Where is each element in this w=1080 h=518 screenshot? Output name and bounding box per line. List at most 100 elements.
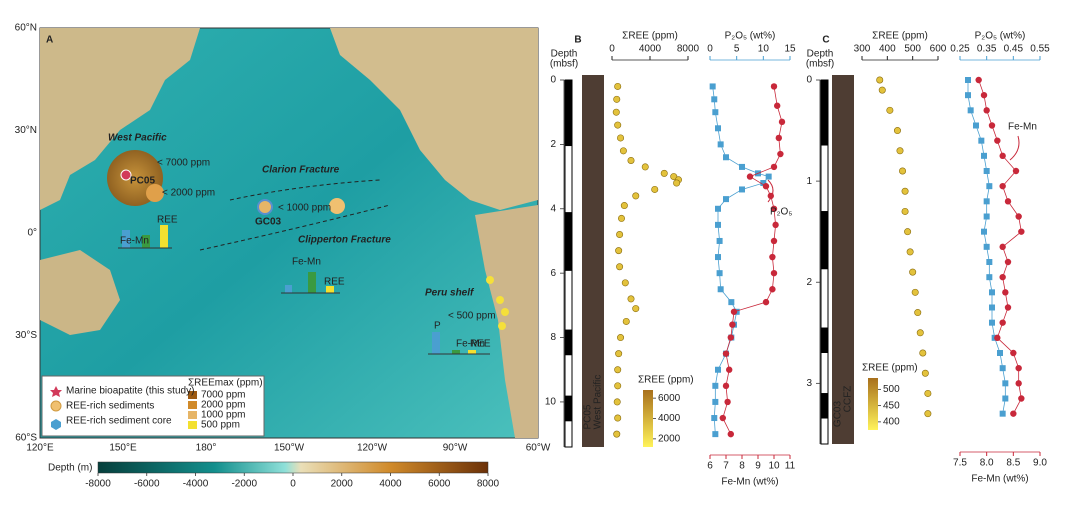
colorbar xyxy=(868,378,878,430)
point xyxy=(770,163,778,171)
point xyxy=(1015,380,1022,387)
point xyxy=(906,248,914,256)
point xyxy=(739,186,745,193)
point xyxy=(627,156,635,164)
x-tick-label: 8000 xyxy=(677,44,700,55)
x-tick-label: 9.0 xyxy=(1033,458,1047,469)
point xyxy=(994,334,1001,342)
colorbar-tick-label: 450 xyxy=(883,400,900,411)
point xyxy=(711,415,718,422)
point xyxy=(614,366,622,374)
point xyxy=(911,288,919,296)
panel-label: C xyxy=(822,35,829,46)
point xyxy=(615,247,623,255)
colorbar-tick-label: -6000 xyxy=(134,479,160,490)
colorbar-title: ΣREE (ppm) xyxy=(862,363,918,374)
axis-title: Fe-Mn (wt%) xyxy=(721,477,778,488)
point xyxy=(983,198,990,205)
colorbar-tick-label: 6000 xyxy=(658,393,681,404)
y-tick-label: 2 xyxy=(550,139,556,150)
bar-label: REE xyxy=(324,277,345,288)
colorbar-tick-label: 2000 xyxy=(331,479,354,490)
legend-star xyxy=(50,386,62,397)
point xyxy=(765,173,772,180)
point xyxy=(997,350,1003,356)
point xyxy=(896,147,904,155)
legend-label: REE-rich sediments xyxy=(66,401,154,412)
clipperton-fracture xyxy=(199,204,391,251)
point xyxy=(614,121,622,129)
colorbar-tick-label: 500 xyxy=(883,384,900,395)
axis-title: P₂O₅ (wt%) xyxy=(725,31,776,42)
point xyxy=(617,214,625,222)
point xyxy=(712,431,719,438)
point xyxy=(727,430,734,438)
bubble-label: < 7000 ppm xyxy=(157,158,210,169)
point xyxy=(1004,198,1012,205)
axis-title: ΣREE (ppm) xyxy=(622,31,678,42)
point xyxy=(614,82,622,90)
x-tick-label: 0.35 xyxy=(977,44,997,55)
land-north-america xyxy=(330,28,538,210)
x-tick-label: 0.45 xyxy=(1004,44,1024,55)
point xyxy=(778,118,786,126)
bar-label: Fe-Mn xyxy=(456,339,485,350)
point xyxy=(989,304,995,311)
depth-title: Depth xyxy=(807,49,834,60)
annotation-arrow xyxy=(767,179,774,203)
point xyxy=(770,83,778,90)
bubble-label: < 1000 ppm xyxy=(278,203,331,214)
point xyxy=(614,382,622,390)
point xyxy=(775,134,782,142)
point xyxy=(717,141,724,148)
point xyxy=(914,309,922,317)
point xyxy=(641,163,649,171)
region-label: Clarion Fracture xyxy=(262,165,340,176)
point xyxy=(1015,364,1022,372)
point xyxy=(673,179,681,187)
depth-title: (mbsf) xyxy=(806,59,834,70)
y-tick-label: 30°N xyxy=(15,125,37,136)
colorbar-tick-label: -4000 xyxy=(183,479,209,490)
point xyxy=(973,122,979,129)
point xyxy=(975,76,982,84)
bar-label: Fe-Mn xyxy=(292,257,321,268)
point xyxy=(660,169,668,177)
y-tick-label: 0° xyxy=(27,228,37,239)
axis-title: P₂O₅ (wt%) xyxy=(975,31,1026,42)
point xyxy=(1002,380,1009,387)
point xyxy=(774,102,781,109)
colorbar-title: ΣREE (ppm) xyxy=(638,375,694,386)
y-tick-label: 1 xyxy=(806,176,812,187)
point xyxy=(729,321,736,328)
point xyxy=(1012,167,1020,175)
x-tick-label: 400 xyxy=(879,44,896,55)
point xyxy=(893,127,901,135)
point xyxy=(986,274,993,281)
peru-dots xyxy=(486,276,509,330)
clarion-fracture xyxy=(229,179,381,201)
point xyxy=(769,286,776,293)
legend-label: 1000 ppm xyxy=(201,410,245,421)
point xyxy=(924,389,932,397)
legend-hexagon xyxy=(51,419,61,430)
bubble-2000 xyxy=(146,184,164,202)
point xyxy=(632,305,640,313)
point xyxy=(770,269,778,277)
point xyxy=(981,152,987,159)
point xyxy=(769,253,776,261)
legend-label: Marine bioapatite (this study) xyxy=(66,386,194,397)
colorbar-tick-label: -2000 xyxy=(231,479,257,490)
land-south-america xyxy=(475,205,538,438)
y-tick-label: 60°S xyxy=(15,433,37,444)
inset-bars-peru xyxy=(428,332,490,355)
point xyxy=(999,273,1006,281)
point xyxy=(724,398,731,406)
strat-block xyxy=(821,327,828,353)
y-tick-label: 3 xyxy=(806,378,812,389)
point xyxy=(999,152,1006,160)
strat-block xyxy=(565,212,572,271)
point xyxy=(723,196,729,203)
point xyxy=(916,329,924,337)
point xyxy=(978,137,985,144)
